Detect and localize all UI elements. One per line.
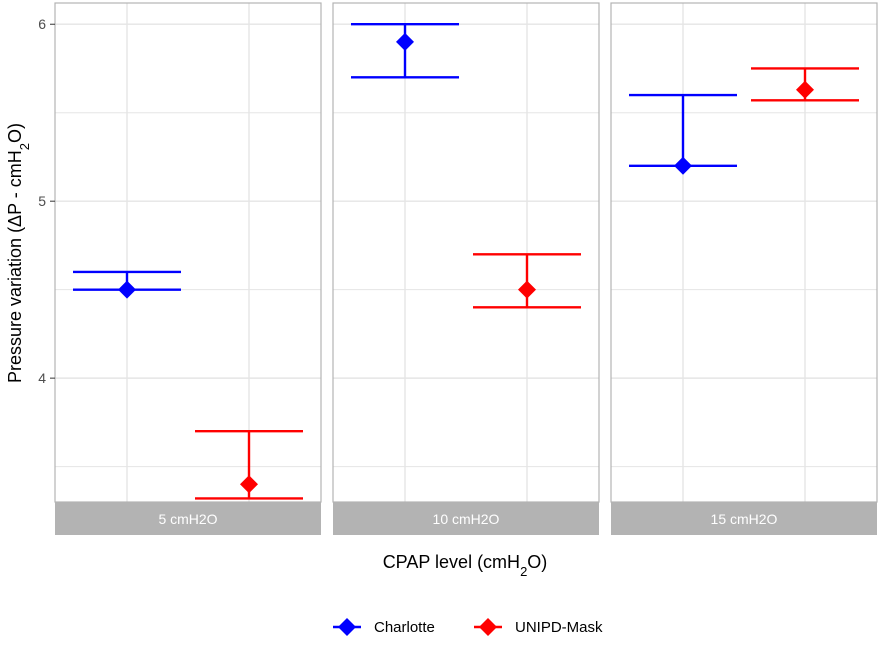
x-axis-title: CPAP level (cmH2O) — [383, 552, 548, 579]
facet-panel: 5 cmH2O — [54, 2, 322, 535]
facet-strip-label: 15 cmH2O — [711, 511, 778, 527]
data-point — [674, 156, 692, 175]
legend: Charlotte UNIPD-Mask — [333, 618, 603, 636]
legend-label: UNIPD-Mask — [515, 619, 603, 636]
data-point — [518, 280, 536, 299]
facet-panels: 5 cmH2O 10 cmH2O 15 cmH2O — [54, 2, 878, 535]
facet-panel: 10 cmH2O — [332, 2, 600, 535]
y-tick-label: 6 — [38, 16, 46, 32]
panel-background — [55, 3, 321, 502]
y-tick-label: 4 — [38, 370, 46, 386]
y-axis: 4 5 6 — [38, 16, 55, 386]
facet-strip — [333, 502, 599, 535]
data-point — [796, 80, 814, 99]
facet-strip-label: 10 cmH2O — [433, 511, 500, 527]
legend-key-marker — [479, 618, 497, 636]
facet-strip — [55, 502, 321, 535]
legend-key-marker — [338, 618, 356, 636]
panel-background — [611, 3, 877, 502]
data-point — [240, 475, 258, 494]
legend-label: Charlotte — [374, 619, 435, 636]
data-point — [396, 32, 414, 51]
facet-strip — [611, 502, 877, 535]
data-point — [118, 280, 136, 299]
facet-panel: 15 cmH2O — [610, 2, 878, 535]
y-tick-label: 5 — [38, 193, 46, 209]
panel-background — [333, 3, 599, 502]
facet-strip-label: 5 cmH2O — [158, 511, 217, 527]
y-axis-title: Pressure variation (ΔP - cmH2O) — [5, 123, 32, 383]
